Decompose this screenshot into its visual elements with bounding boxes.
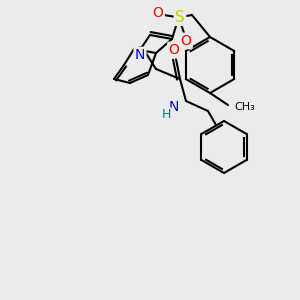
Text: O: O — [153, 6, 164, 20]
Text: N: N — [135, 48, 145, 62]
Text: N: N — [169, 100, 179, 114]
Text: CH₃: CH₃ — [234, 102, 255, 112]
Text: S: S — [175, 10, 185, 25]
Text: O: O — [169, 43, 179, 57]
Text: H: H — [161, 109, 171, 122]
Text: O: O — [181, 34, 191, 48]
